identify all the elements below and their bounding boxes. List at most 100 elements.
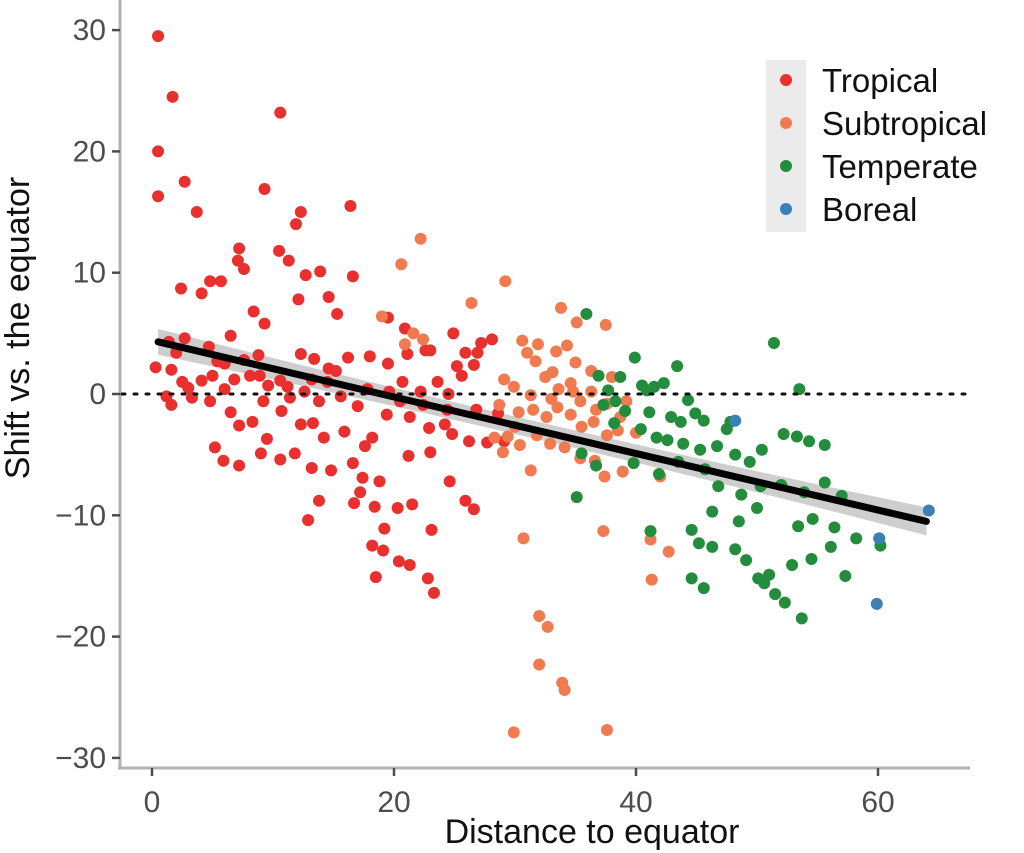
data-point [294, 347, 307, 360]
legend-key-boreal [780, 203, 792, 215]
data-point [302, 514, 315, 527]
data-point [363, 350, 376, 363]
data-point [306, 417, 319, 430]
data-point [521, 346, 534, 359]
data-point [396, 375, 409, 388]
data-point [288, 447, 301, 460]
data-point [529, 355, 542, 368]
data-point [366, 539, 379, 552]
legend-label-temperate: Temperate [822, 148, 978, 185]
data-point [507, 380, 520, 393]
data-point [587, 415, 600, 428]
data-point [600, 429, 613, 442]
data-point [459, 494, 472, 507]
data-point [465, 297, 478, 310]
data-point [643, 406, 656, 419]
data-point [507, 726, 520, 739]
data-point [644, 525, 657, 538]
data-point [599, 318, 612, 331]
data-point [561, 339, 574, 352]
data-point [645, 573, 658, 586]
data-point [564, 408, 577, 421]
y-tick-label: −20 [55, 621, 106, 654]
x-tick-label: 60 [861, 786, 894, 819]
data-point [743, 455, 756, 468]
data-point [661, 434, 674, 447]
data-point [652, 468, 665, 481]
data-point [682, 394, 695, 407]
data-point [533, 609, 546, 622]
data-point [178, 332, 191, 345]
data-point [493, 398, 506, 411]
data-point [551, 401, 564, 414]
data-point [282, 254, 295, 267]
data-point [777, 428, 790, 441]
data-point [755, 443, 768, 456]
data-point [605, 371, 618, 384]
data-point [414, 232, 427, 245]
data-point [580, 307, 593, 320]
data-point [711, 440, 724, 453]
data-point [273, 244, 286, 257]
y-axis-title: Shift vs. the equator [0, 177, 37, 479]
data-point [792, 520, 805, 533]
data-point [206, 369, 219, 382]
data-point [567, 385, 580, 398]
data-point [732, 515, 745, 528]
data-point [620, 395, 633, 408]
data-point [190, 206, 203, 219]
data-point [252, 349, 265, 362]
data-point [354, 486, 367, 499]
data-point [378, 522, 391, 535]
y-tick-label: 10 [73, 257, 106, 290]
data-point [294, 206, 307, 219]
data-point [346, 457, 359, 470]
data-point [570, 316, 583, 329]
data-point [351, 400, 364, 413]
y-tick-label: −10 [55, 499, 106, 532]
data-point [455, 369, 468, 382]
data-point [314, 265, 327, 278]
data-point [403, 559, 416, 572]
data-point [558, 441, 571, 454]
data-point [463, 435, 476, 448]
data-point [575, 420, 588, 433]
data-point [650, 431, 663, 444]
data-point [735, 488, 748, 501]
data-point [475, 337, 488, 350]
data-point [541, 620, 554, 633]
data-point [616, 465, 629, 478]
data-point [217, 454, 230, 467]
x-tick-label: 0 [144, 786, 161, 819]
data-point [590, 459, 603, 472]
data-point [373, 475, 386, 488]
y-tick-label: 30 [73, 14, 106, 47]
legend-label-subtropical: Subtropical [822, 105, 987, 142]
data-point [325, 464, 338, 477]
data-point [195, 374, 208, 387]
y-tick-label: −30 [55, 742, 106, 775]
data-point [289, 218, 302, 231]
data-point [527, 403, 540, 416]
data-point [317, 431, 330, 444]
data-point [407, 327, 420, 340]
data-point [246, 415, 259, 428]
data-point [417, 333, 430, 346]
trend-line [154, 338, 930, 525]
data-point [790, 430, 803, 443]
data-point [247, 305, 260, 318]
data-point [152, 145, 165, 158]
data-point [312, 395, 325, 408]
data-point [467, 503, 480, 516]
y-tick-label: 20 [73, 135, 106, 168]
data-point [524, 464, 537, 477]
series-subtropical [375, 232, 675, 739]
data-point [546, 366, 559, 379]
data-point [233, 242, 246, 255]
data-point [552, 383, 565, 396]
data-point [692, 537, 705, 550]
legend-label-tropical: Tropical [822, 62, 938, 99]
x-tick-label: 20 [377, 786, 410, 819]
data-point [443, 475, 456, 488]
